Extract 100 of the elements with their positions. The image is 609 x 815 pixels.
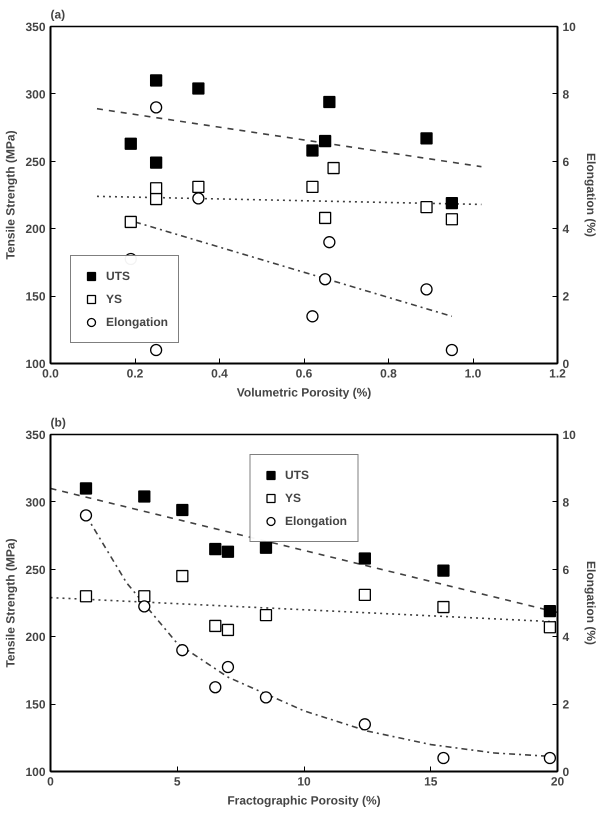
y2-tick-label: 4 <box>562 222 570 236</box>
point <box>446 344 458 356</box>
point <box>138 590 150 602</box>
x-tick-label: 10 <box>297 774 311 788</box>
x-tick-label: 0.0 <box>42 366 60 380</box>
x-tick-label: 1.0 <box>464 366 482 380</box>
point <box>138 490 150 503</box>
point <box>150 192 162 206</box>
point <box>192 82 205 95</box>
point <box>327 162 340 174</box>
point <box>260 608 272 622</box>
point <box>209 620 222 632</box>
x-tick-label: 0.2 <box>126 366 144 380</box>
y-axis-title: Tensile Strength (MPa) <box>3 130 18 260</box>
point <box>222 624 234 636</box>
y2-tick-label: 6 <box>562 562 570 577</box>
point <box>80 509 92 522</box>
legend-label: UTS <box>106 269 130 283</box>
x-tick-label: 0.4 <box>211 366 228 380</box>
point <box>544 604 556 618</box>
y2-tick-label: 10 <box>562 20 576 34</box>
y-tick-label: 250 <box>25 154 46 169</box>
point <box>150 344 162 356</box>
point <box>544 752 556 764</box>
point <box>222 546 234 558</box>
y2-tick-label: 8 <box>562 87 570 102</box>
y2-axis-title: Elongation (%) <box>584 153 598 238</box>
point <box>306 180 319 194</box>
y2-tick-label: 2 <box>562 290 570 304</box>
x-tick-label: 5 <box>174 774 181 788</box>
point <box>80 590 92 602</box>
point <box>437 752 450 764</box>
point <box>150 101 162 114</box>
point <box>420 283 433 296</box>
point <box>260 542 272 554</box>
point <box>80 482 92 495</box>
point <box>318 273 332 286</box>
chart-title: (a) <box>50 8 66 22</box>
point <box>306 310 319 322</box>
point <box>420 132 433 145</box>
point <box>176 504 188 516</box>
point <box>209 681 222 694</box>
legend-label: Elongation <box>285 514 347 528</box>
point <box>318 212 332 224</box>
point <box>260 691 272 704</box>
x-tick-label: 20 <box>550 774 564 788</box>
point <box>192 180 205 194</box>
point <box>176 570 188 582</box>
legend-label: Elongation <box>106 315 168 329</box>
legend-label: YS <box>106 292 124 306</box>
point <box>544 621 556 634</box>
point <box>192 192 205 205</box>
y-tick-label: 200 <box>25 222 46 236</box>
x-tick-label: 0 <box>47 774 54 788</box>
x-tick-label: 0.8 <box>380 366 398 380</box>
y-tick-label: 300 <box>25 495 46 510</box>
point <box>150 182 162 194</box>
point <box>420 200 433 214</box>
y-tick-label: 150 <box>25 290 46 304</box>
y-tick-label: 350 <box>25 20 46 34</box>
point <box>124 216 137 228</box>
point <box>176 644 188 656</box>
y-tick-label: 250 <box>25 562 46 577</box>
x-tick-label: 15 <box>424 774 438 788</box>
y-tick-label: 300 <box>25 87 46 102</box>
point <box>150 156 162 169</box>
y2-tick-label: 0 <box>562 765 570 779</box>
y2-tick-label: 8 <box>562 495 570 510</box>
point <box>446 196 458 210</box>
point <box>222 660 234 674</box>
point <box>358 718 371 730</box>
y2-axis-title: Elongation (%) <box>584 561 598 646</box>
y-tick-label: 100 <box>25 765 46 779</box>
y-tick-label: 150 <box>25 698 46 712</box>
point <box>138 600 150 613</box>
legend-label: UTS <box>285 468 309 482</box>
point <box>437 564 450 577</box>
point <box>446 213 458 226</box>
point <box>150 74 162 87</box>
point <box>209 542 222 556</box>
point <box>358 588 371 602</box>
y2-tick-label: 10 <box>562 428 576 442</box>
point <box>323 236 336 248</box>
x-tick-label: 1.2 <box>549 366 566 380</box>
chart-title: (b) <box>50 416 66 430</box>
y2-tick-label: 6 <box>562 154 570 169</box>
legend-label: YS <box>285 491 302 505</box>
x-tick-label: 0.6 <box>296 366 313 380</box>
y-tick-label: 200 <box>25 630 46 644</box>
y-tick-label: 350 <box>25 428 46 442</box>
y2-tick-label: 4 <box>562 630 570 644</box>
point <box>306 144 319 157</box>
point <box>318 134 332 148</box>
point <box>124 138 137 150</box>
y2-tick-label: 2 <box>562 698 570 712</box>
point <box>437 600 450 614</box>
y-axis-title: Tensile Strength (MPa) <box>3 538 18 668</box>
point <box>323 96 336 108</box>
x-axis-title: Fractographic Porosity (%) <box>227 794 381 808</box>
point <box>358 552 371 565</box>
